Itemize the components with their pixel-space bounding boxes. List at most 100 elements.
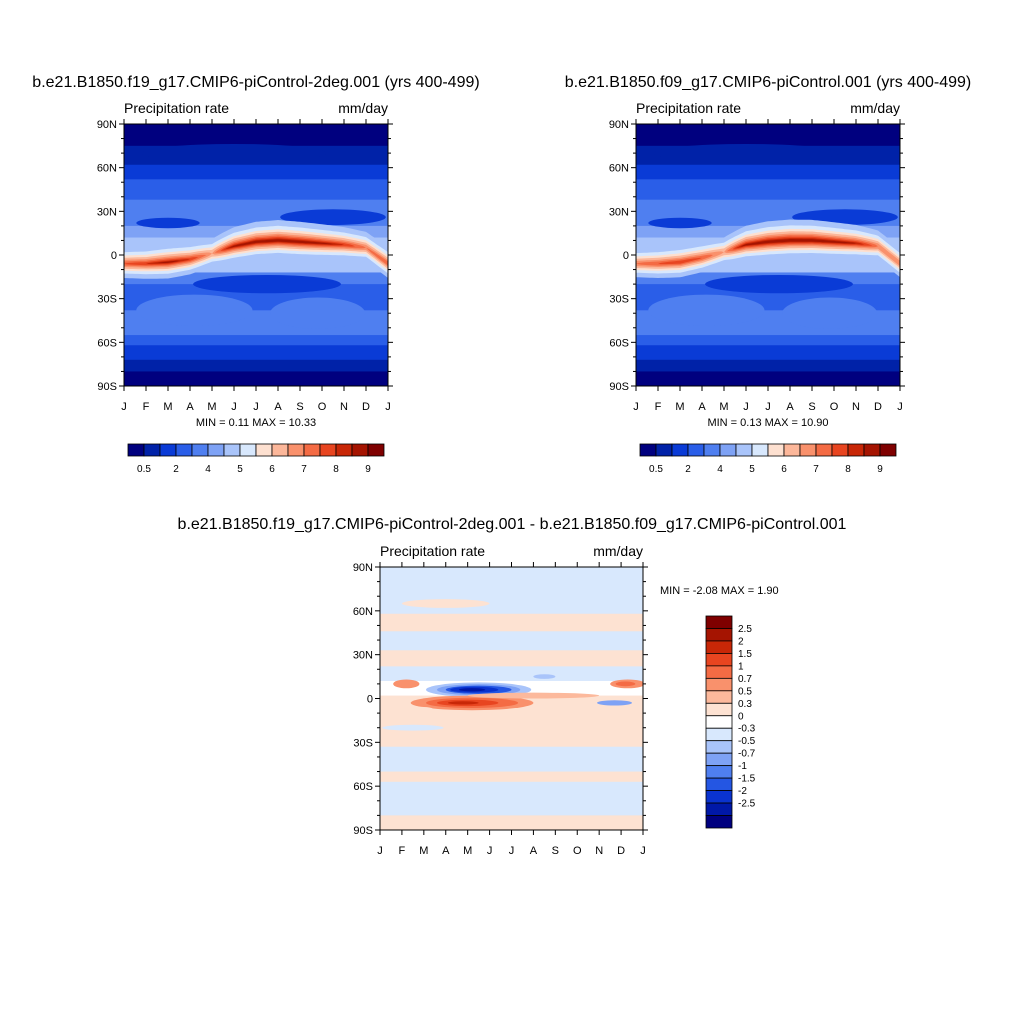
panel-a-ytick-label: 90S [97, 381, 117, 393]
panel-c-min-max: MIN = -2.08 MAX = 1.90 [660, 585, 779, 597]
panel-a-nh-dry [280, 209, 386, 226]
panel-c-contour-blob [615, 681, 636, 687]
colorbar-c-swatch [705, 640, 733, 654]
panel-a-units-label: mm/day [338, 100, 388, 116]
panel-a-lat-band [124, 124, 388, 147]
colorbar-b-swatch [719, 443, 737, 457]
panel-a-xtick-label: J [231, 401, 237, 413]
panel-b-lat-band [636, 371, 900, 386]
colorbar-b-swatch [831, 443, 849, 457]
panel-c-lat-band [380, 713, 643, 726]
panel-a-nh-dry [136, 217, 200, 229]
panel-a-xtick-label: J [385, 401, 391, 413]
panel-b-xtick-label: J [743, 401, 749, 413]
colorbar-a: 0.5 2 4 5 6 7 8 9 [127, 443, 385, 475]
colorbar-a-swatch [191, 443, 209, 457]
colorbar-c-swatch [705, 790, 733, 804]
panel-a-itcz-level [124, 238, 388, 265]
panel-a-min-max: MIN = 0.11 MAX = 10.33 [196, 417, 316, 429]
colorbar-c-swatch [705, 628, 733, 642]
panel-b-plot-area [636, 124, 900, 386]
colorbar-c-swatch [705, 802, 733, 816]
colorbar-b-label: 7 [813, 464, 819, 475]
colorbar-c-label: 0 [738, 711, 744, 722]
colorbar-a-swatch [335, 443, 353, 457]
panel-c-lat-band [380, 613, 643, 632]
panel-b: b.e21.B1850.f09_g17.CMIP6-piControl.001 … [565, 74, 971, 429]
panel-a-ytick-label: 30N [97, 206, 117, 218]
panel-a-sh-blob [136, 294, 253, 327]
colorbar-c-swatch [705, 765, 733, 779]
panel-b-xtick-label: A [698, 401, 706, 413]
panel-b-xtick-label: J [633, 401, 639, 413]
colorbar-c-swatch [705, 690, 733, 704]
colorbar-c-swatch [705, 665, 733, 679]
colorbar-a-swatch [223, 443, 241, 457]
colorbar-c-label: -2.5 [738, 799, 756, 810]
colorbar-b-swatch [671, 443, 689, 457]
panel-b-xtick-label: M [719, 401, 728, 413]
panel-a-lat-band [124, 345, 388, 361]
panel-c-lat-band [380, 666, 643, 682]
panel-c-lat-band [380, 567, 643, 615]
colorbar-b-swatch [655, 443, 673, 457]
colorbar-c-swatch [705, 752, 733, 767]
panel-a-xtick-label: M [207, 401, 216, 413]
colorbar-b: 0.5 2 4 5 6 7 8 9 [639, 443, 897, 475]
colorbar-c-label: 1 [738, 661, 744, 672]
panel-b-xtick-label: N [852, 401, 860, 413]
colorbar-a-label: 7 [301, 464, 307, 475]
colorbar-a-swatch [303, 443, 321, 457]
colorbar-a-swatch [127, 443, 145, 457]
panel-c-contour-blob [382, 724, 444, 731]
panel-c-contour-blob [401, 599, 490, 608]
panel-c-xtick-label: S [552, 845, 559, 857]
panel-b-xtick-label: O [830, 401, 839, 413]
panel-a-xtick-label: M [163, 401, 172, 413]
panel-b-ytick-label: 90N [609, 119, 629, 131]
colorbar-c-swatch [705, 777, 733, 791]
panel-a-ytick-label: 60S [97, 337, 117, 349]
colorbar-c-label: 2 [738, 636, 744, 647]
panel-c-lat-band [380, 815, 643, 830]
colorbar-c-label: -1.5 [738, 774, 756, 785]
colorbar-b-label: 0.5 [649, 464, 663, 475]
colorbar-b-label: 9 [877, 464, 883, 475]
panel-b-min-max: MIN = 0.13 MAX = 10.90 [707, 417, 828, 429]
panel-b-nh-polar [653, 143, 839, 163]
colorbar-c-label: -0.3 [738, 724, 756, 735]
panel-a-title: b.e21.B1850.f19_g17.CMIP6-piControl-2deg… [32, 74, 479, 91]
panel-a-lat-band [124, 371, 388, 386]
panel-c-xtick-label: A [530, 845, 538, 857]
panel-a-xtick-label: F [143, 401, 150, 413]
colorbar-b-swatch [767, 443, 785, 457]
colorbar-b-label: 6 [781, 464, 787, 475]
panel-c-xtick-label: J [377, 845, 383, 857]
panel-c-lat-band [380, 781, 643, 816]
panel-b-ytick-label: 30S [609, 294, 629, 306]
colorbar-b-swatch [735, 443, 753, 457]
panel-c-lat-band [380, 771, 643, 783]
colorbar-c-label: 2.5 [738, 624, 752, 635]
panel-a-field [124, 124, 388, 386]
panel-a-ytick-label: 90N [97, 119, 117, 131]
colorbar-a-label: 9 [365, 464, 371, 475]
colorbar-c-swatch [705, 677, 733, 692]
panel-a-axes: 90N 60N 30N 0 30S 60S 90S J F M A M J J A S O N D J [97, 119, 393, 413]
colorbar-c-label: 0.7 [738, 674, 752, 685]
colorbar-a-swatch [143, 443, 161, 457]
colorbar-a-swatch [319, 443, 337, 457]
panel-b-ytick-label: 90S [609, 381, 629, 393]
colorbar-b-swatch [639, 443, 657, 457]
panel-a-lat-band [124, 179, 388, 201]
panel-c-ytick-label: 0 [367, 694, 373, 706]
panel-c-xtick-label: M [419, 845, 428, 857]
panel-c-xtick-label: O [573, 845, 582, 857]
panel-b-xtick-label: M [675, 401, 684, 413]
colorbar-a-swatch [255, 443, 273, 457]
panel-a-xtick-label: A [186, 401, 194, 413]
colorbar-a-label: 5 [237, 464, 243, 475]
colorbar-b-swatch [687, 443, 705, 457]
panel-a-itcz [124, 220, 388, 279]
panel-c-variable-label: Precipitation rate [380, 543, 485, 559]
